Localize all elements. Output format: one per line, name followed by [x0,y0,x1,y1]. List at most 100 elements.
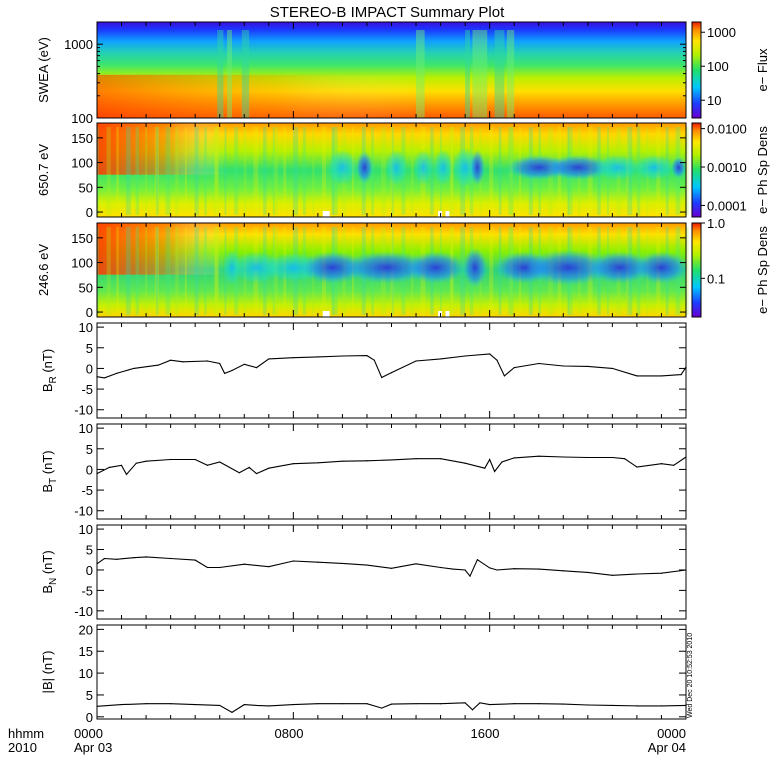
bt-data-point [206,464,209,466]
pad650-ytick-label: 0 [86,205,93,220]
bt-data-point [366,460,368,462]
pad650-streak [194,127,199,215]
pad650-streak [224,127,227,215]
bn-series-line [96,556,687,578]
bt-data-point [194,458,196,461]
pad650-streak [302,127,307,215]
bt-data-point [484,467,486,469]
pad650-streak [125,127,131,215]
pad246-depletion-blob [342,251,431,284]
bmag-data-point [268,705,270,707]
x-tick-label-1600: 1600 [471,726,500,741]
bt-frame [96,423,687,520]
br-ytick-label: -5 [81,382,93,397]
pad246-streak [194,227,199,315]
x-tick-label-0000: 0000 [74,726,103,741]
bmag-data-point [194,703,196,706]
bn-data-point [390,567,393,569]
bn-data-point [366,564,368,566]
x-tick-label-0000-end: 0000 [657,726,686,741]
swea-streak [465,30,471,118]
br-data-point [317,356,319,358]
pad650-streak [145,127,148,215]
bt-data-point [489,458,491,461]
br-data-point [103,377,105,379]
pad650-streak [312,127,315,215]
bt-data-point [611,456,613,459]
br-data-point [255,367,258,369]
pad246-ytick-label: 50 [79,280,93,295]
pad650-colorbar-tick-label: 0.0100 [707,122,747,137]
bn-data-point [170,557,172,560]
pad650-streak [293,127,298,215]
bn-data-point [103,557,105,560]
pad650-streak [184,127,187,215]
bn-ytick-label: 0 [86,563,93,578]
bt-data-point [562,456,564,458]
bn-data-point [513,568,515,570]
bn-data-point [415,563,417,565]
bn-data-point [268,566,270,568]
pad246-depletion-blob [634,251,689,284]
br-data-point [292,357,294,359]
bmag-data-point [255,704,258,707]
bt-data-point [501,461,503,463]
pad246-colorbar-label: e− Ph Sp Dens [755,226,770,314]
pad650-panel: 0.0100 0.0010 0.0001 e− Ph Sp Dens 150 100 50 0… [36,122,770,220]
pad246-data-gap [322,311,330,317]
bmag-data-point [439,703,442,705]
bt-data-point [170,458,172,461]
pad650-streak [243,127,247,215]
bmag-ytick-label: 10 [79,666,93,681]
pad246-streak [154,227,160,315]
br-data-point [562,365,564,367]
br-data-point [157,364,159,366]
swea-streak [494,30,505,118]
pad650-streak [155,127,159,215]
pad650-depletion-blob [546,155,610,181]
pad246-streak [165,227,171,315]
pad246-ytick-label: 0 [86,305,93,320]
bn-data-point [496,569,498,571]
pad246-colorbar-scale [691,222,702,318]
bt-data-point [255,472,258,475]
bmag-data-point [231,711,233,714]
plot-title: STEREO-B IMPACT Summary Plot [270,4,505,21]
bt-data-point [415,458,417,460]
pad246-streak [204,227,207,315]
pad650-streak [234,127,239,215]
bn-data-point [489,567,491,569]
br-data-point [415,360,417,362]
bt-data-point [673,464,675,466]
bmag-data-point [513,703,515,705]
pad650-streak [213,127,219,215]
br-series-line [96,353,687,379]
br-frame [96,322,687,419]
bmag-data-point [170,703,172,705]
swea-colorbar-tick-label: 100 [707,59,729,74]
bn-data-point [611,574,613,576]
pad246-colorbar-tick-label: 0.1 [707,271,725,286]
br-data-point [243,363,245,365]
br-ytick-label: 0 [86,361,93,376]
pad650-ytick-label: 100 [71,156,93,171]
bmag-data-point [611,704,613,707]
pad650-streak [165,127,171,215]
bmag-data-point [660,705,663,707]
bt-data-point [238,472,240,474]
pad650-streak [273,127,278,215]
bn-data-point [317,561,319,563]
pad650-depletion-blob [385,149,408,186]
bt-data-point [636,466,638,468]
bn-ytick-label: 10 [79,522,93,537]
pad650-streak [410,127,414,215]
bn-ytick-label: -5 [81,583,93,598]
bn-data-point [341,562,344,565]
pad246-texture [97,223,689,317]
bn-data-point [562,570,564,572]
bn-data-point [660,572,663,574]
swea-colorbar-label: e− Flux [755,48,770,91]
bt-data-point [120,464,123,466]
swea-streak [416,30,425,118]
